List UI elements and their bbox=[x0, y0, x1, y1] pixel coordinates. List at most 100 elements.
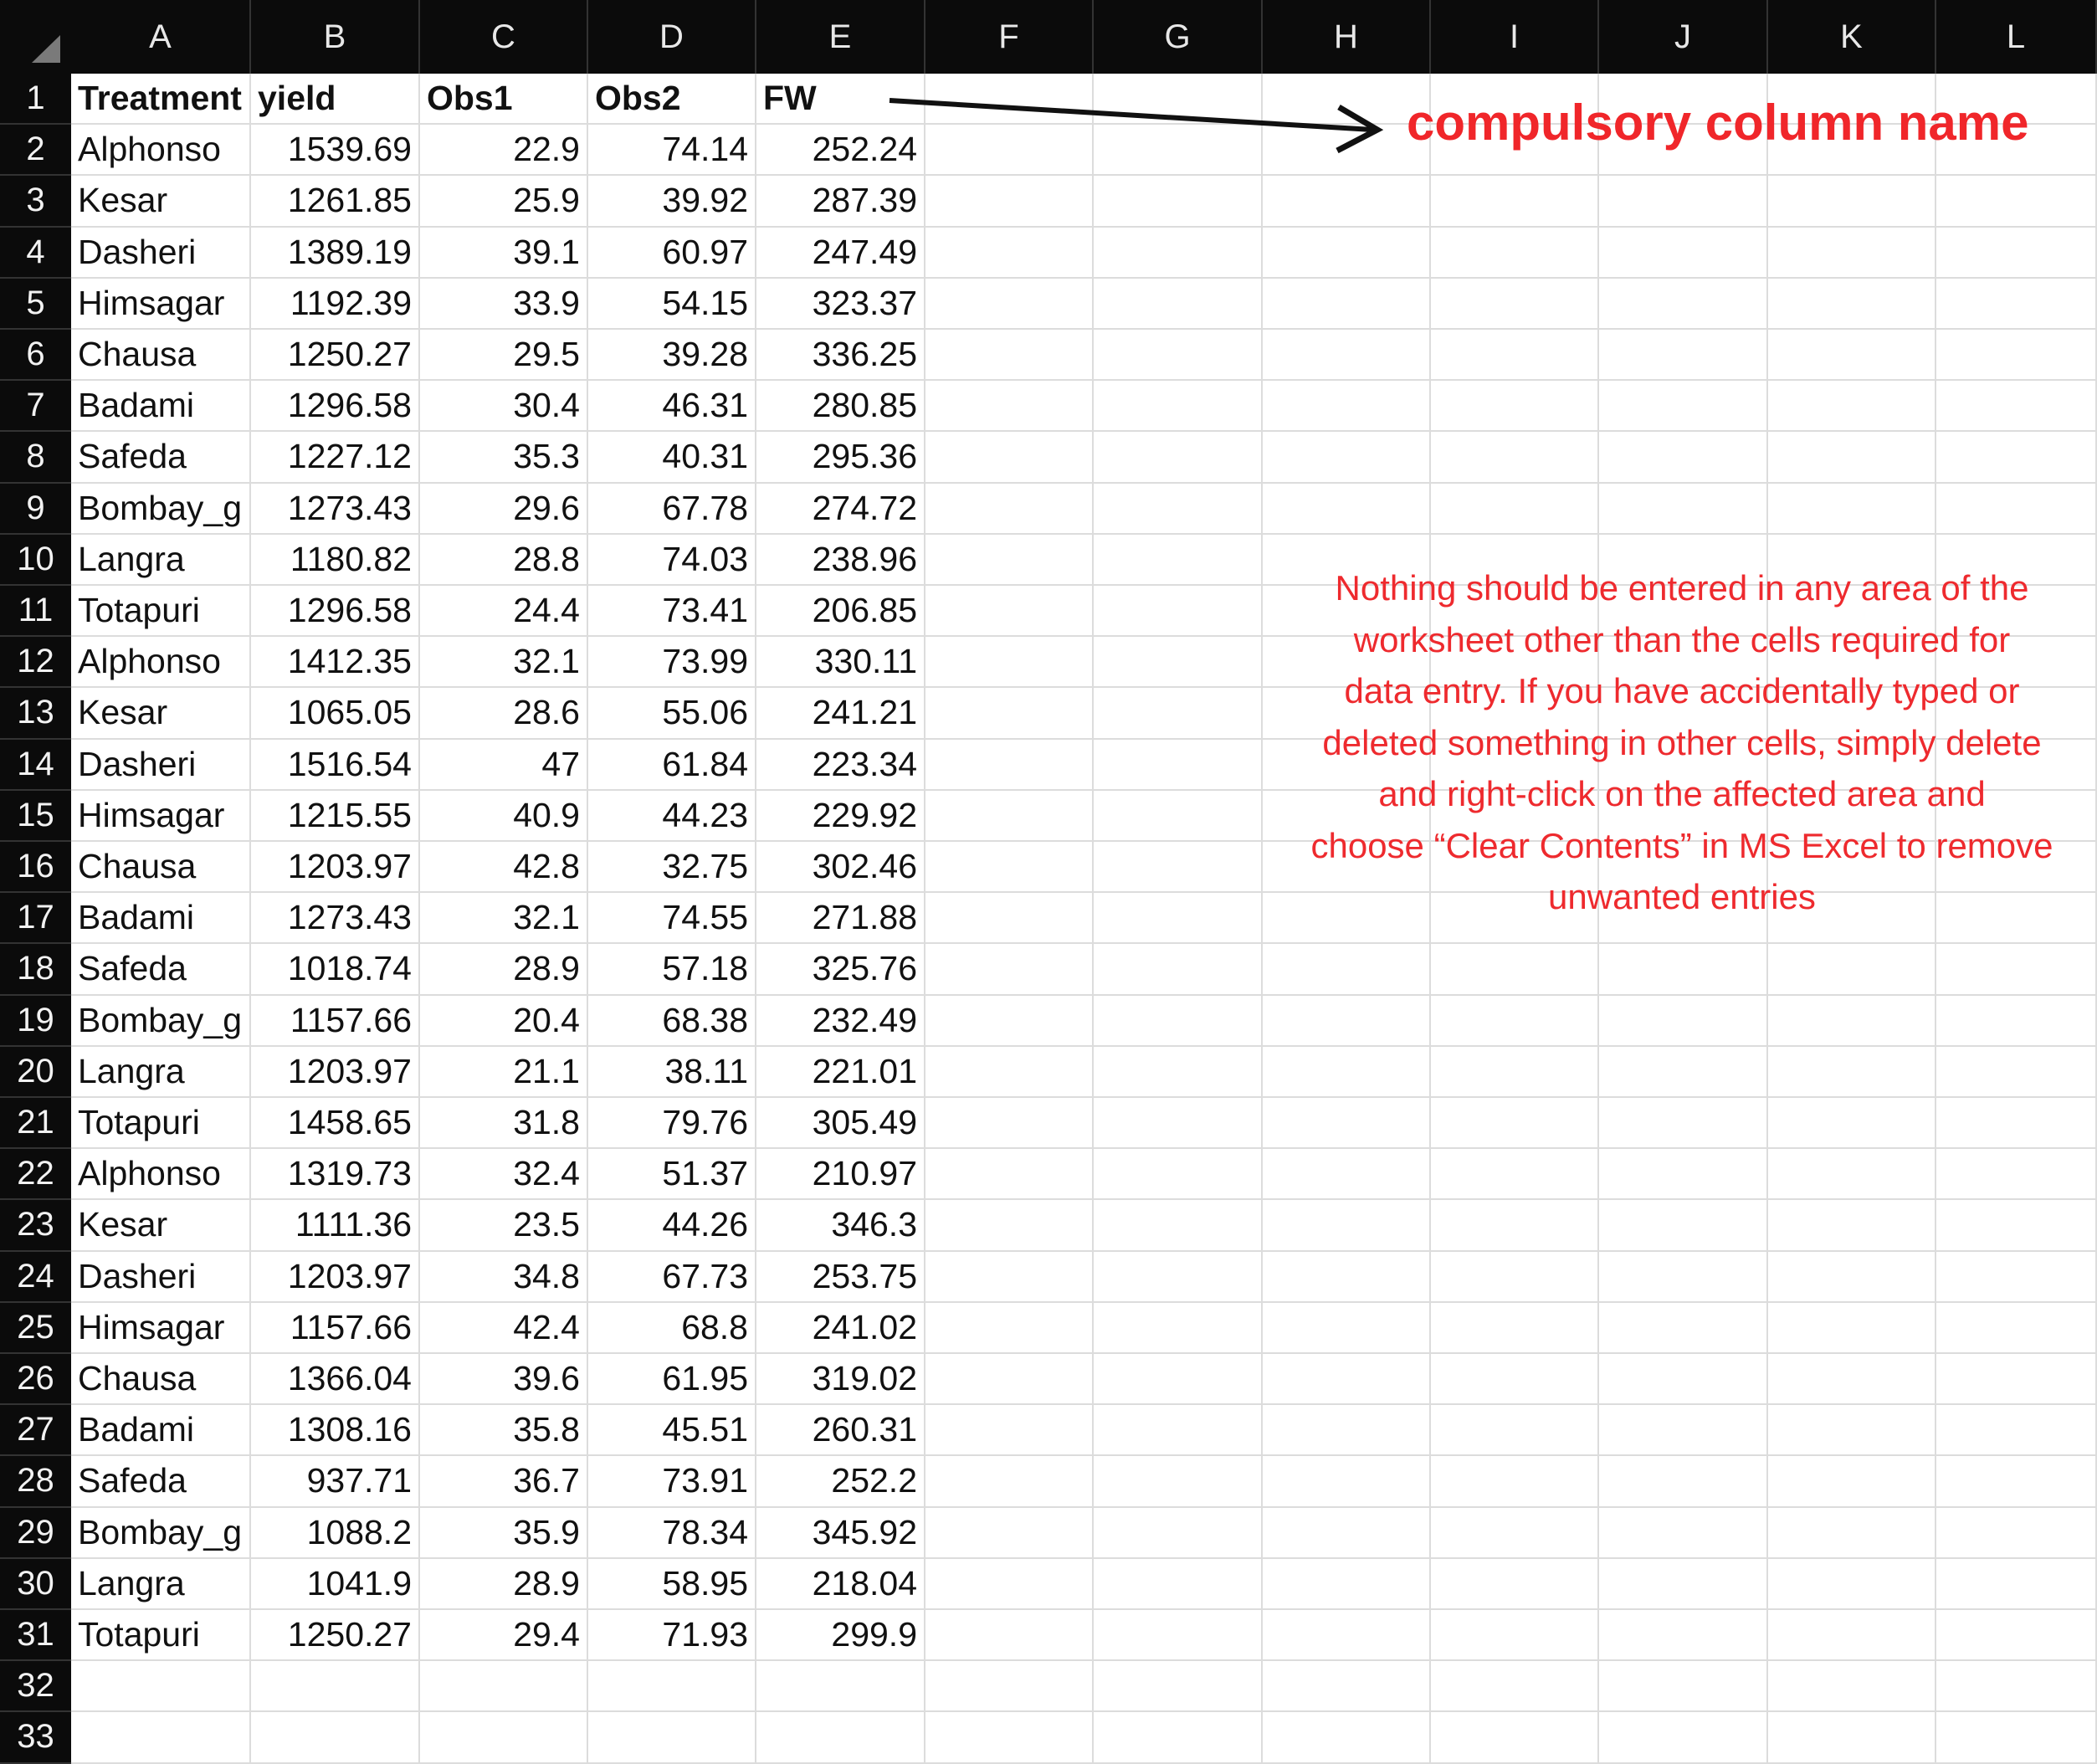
cell-A10[interactable]: Langra bbox=[71, 534, 251, 586]
cell-G27[interactable] bbox=[1094, 1405, 1263, 1457]
cell-J12[interactable] bbox=[1599, 637, 1768, 689]
cell-D1[interactable]: Obs2 bbox=[588, 74, 756, 126]
cell-K26[interactable] bbox=[1768, 1354, 1936, 1406]
cell-E9[interactable]: 274.72 bbox=[756, 483, 925, 535]
column-header-F[interactable]: F bbox=[925, 0, 1094, 74]
cell-C7[interactable]: 30.4 bbox=[420, 381, 588, 433]
cell-I29[interactable] bbox=[1431, 1507, 1599, 1559]
cell-B3[interactable]: 1261.85 bbox=[251, 176, 420, 228]
cell-K22[interactable] bbox=[1768, 1149, 1936, 1201]
cell-C27[interactable]: 35.8 bbox=[420, 1405, 588, 1457]
cell-G7[interactable] bbox=[1094, 381, 1263, 433]
cell-J6[interactable] bbox=[1599, 330, 1768, 382]
cell-H19[interactable] bbox=[1263, 995, 1431, 1047]
cell-I6[interactable] bbox=[1431, 330, 1599, 382]
cell-E12[interactable]: 330.11 bbox=[756, 637, 925, 689]
cell-J20[interactable] bbox=[1599, 1046, 1768, 1098]
cell-A32[interactable] bbox=[71, 1661, 251, 1713]
cell-B22[interactable]: 1319.73 bbox=[251, 1149, 420, 1201]
cell-L25[interactable] bbox=[1936, 1302, 2097, 1354]
cell-E24[interactable]: 253.75 bbox=[756, 1251, 925, 1303]
cell-B4[interactable]: 1389.19 bbox=[251, 227, 420, 279]
cell-L3[interactable] bbox=[1936, 176, 2097, 228]
cell-A33[interactable] bbox=[71, 1712, 251, 1764]
cell-H7[interactable] bbox=[1263, 381, 1431, 433]
cell-F3[interactable] bbox=[925, 176, 1094, 228]
cell-K33[interactable] bbox=[1768, 1712, 1936, 1764]
cell-B29[interactable]: 1088.2 bbox=[251, 1507, 420, 1559]
cell-A4[interactable]: Dasheri bbox=[71, 227, 251, 279]
cell-B26[interactable]: 1366.04 bbox=[251, 1354, 420, 1406]
cell-J15[interactable] bbox=[1599, 790, 1768, 842]
cell-K5[interactable] bbox=[1768, 278, 1936, 330]
cell-I22[interactable] bbox=[1431, 1149, 1599, 1201]
cell-I28[interactable] bbox=[1431, 1456, 1599, 1508]
cell-D14[interactable]: 61.84 bbox=[588, 739, 756, 791]
cell-F1[interactable] bbox=[925, 74, 1094, 126]
column-header-K[interactable]: K bbox=[1768, 0, 1936, 74]
cell-G31[interactable] bbox=[1094, 1610, 1263, 1662]
cell-I21[interactable] bbox=[1431, 1098, 1599, 1150]
cell-D3[interactable]: 39.92 bbox=[588, 176, 756, 228]
cell-F16[interactable] bbox=[925, 842, 1094, 894]
cell-L2[interactable] bbox=[1936, 125, 2097, 177]
cell-K27[interactable] bbox=[1768, 1405, 1936, 1457]
cell-C22[interactable]: 32.4 bbox=[420, 1149, 588, 1201]
cell-J2[interactable] bbox=[1599, 125, 1768, 177]
cell-E2[interactable]: 252.24 bbox=[756, 125, 925, 177]
cell-H6[interactable] bbox=[1263, 330, 1431, 382]
cell-C8[interactable]: 35.3 bbox=[420, 432, 588, 484]
cell-A14[interactable]: Dasheri bbox=[71, 739, 251, 791]
cell-I26[interactable] bbox=[1431, 1354, 1599, 1406]
cell-K29[interactable] bbox=[1768, 1507, 1936, 1559]
cell-F31[interactable] bbox=[925, 1610, 1094, 1662]
cell-E22[interactable]: 210.97 bbox=[756, 1149, 925, 1201]
cell-C20[interactable]: 21.1 bbox=[420, 1046, 588, 1098]
cell-K32[interactable] bbox=[1768, 1661, 1936, 1713]
cell-E5[interactable]: 323.37 bbox=[756, 278, 925, 330]
column-header-B[interactable]: B bbox=[251, 0, 420, 74]
cell-G15[interactable] bbox=[1094, 790, 1263, 842]
cell-F5[interactable] bbox=[925, 278, 1094, 330]
row-header-24[interactable]: 24 bbox=[0, 1251, 71, 1303]
cell-G21[interactable] bbox=[1094, 1098, 1263, 1150]
cell-G6[interactable] bbox=[1094, 330, 1263, 382]
cell-H9[interactable] bbox=[1263, 483, 1431, 535]
cell-L33[interactable] bbox=[1936, 1712, 2097, 1764]
cell-A13[interactable]: Kesar bbox=[71, 688, 251, 740]
cell-H17[interactable] bbox=[1263, 893, 1431, 945]
cell-A22[interactable]: Alphonso bbox=[71, 1149, 251, 1201]
cell-C3[interactable]: 25.9 bbox=[420, 176, 588, 228]
cell-L5[interactable] bbox=[1936, 278, 2097, 330]
cell-K12[interactable] bbox=[1768, 637, 1936, 689]
cell-D32[interactable] bbox=[588, 1661, 756, 1713]
cell-K17[interactable] bbox=[1768, 893, 1936, 945]
cell-J3[interactable] bbox=[1599, 176, 1768, 228]
cell-B2[interactable]: 1539.69 bbox=[251, 125, 420, 177]
column-header-J[interactable]: J bbox=[1599, 0, 1768, 74]
cell-D24[interactable]: 67.73 bbox=[588, 1251, 756, 1303]
cell-F24[interactable] bbox=[925, 1251, 1094, 1303]
row-header-29[interactable]: 29 bbox=[0, 1507, 71, 1559]
cell-G1[interactable] bbox=[1094, 74, 1263, 126]
cell-F33[interactable] bbox=[925, 1712, 1094, 1764]
cell-C24[interactable]: 34.8 bbox=[420, 1251, 588, 1303]
cell-F25[interactable] bbox=[925, 1302, 1094, 1354]
cell-B31[interactable]: 1250.27 bbox=[251, 1610, 420, 1662]
cell-I33[interactable] bbox=[1431, 1712, 1599, 1764]
cell-G4[interactable] bbox=[1094, 227, 1263, 279]
column-header-D[interactable]: D bbox=[588, 0, 756, 74]
cell-I16[interactable] bbox=[1431, 842, 1599, 894]
row-header-17[interactable]: 17 bbox=[0, 893, 71, 945]
cell-J8[interactable] bbox=[1599, 432, 1768, 484]
cell-B8[interactable]: 1227.12 bbox=[251, 432, 420, 484]
cell-A27[interactable]: Badami bbox=[71, 1405, 251, 1457]
cell-L18[interactable] bbox=[1936, 944, 2097, 996]
cell-I14[interactable] bbox=[1431, 739, 1599, 791]
cell-A21[interactable]: Totapuri bbox=[71, 1098, 251, 1150]
cell-F19[interactable] bbox=[925, 995, 1094, 1047]
cell-C28[interactable]: 36.7 bbox=[420, 1456, 588, 1508]
cell-G22[interactable] bbox=[1094, 1149, 1263, 1201]
cell-G29[interactable] bbox=[1094, 1507, 1263, 1559]
cell-G18[interactable] bbox=[1094, 944, 1263, 996]
